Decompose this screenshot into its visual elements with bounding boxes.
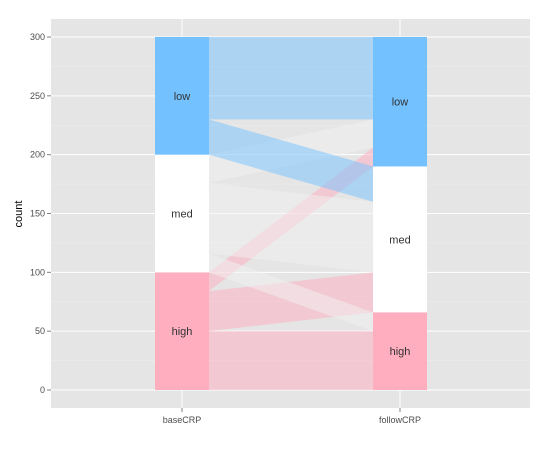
stratum-med <box>155 154 209 273</box>
x-tick-label: followCRP <box>379 415 421 425</box>
y-tick-label: 0 <box>40 385 45 395</box>
y-tick-label: 150 <box>30 209 45 219</box>
y-tick-label: 50 <box>35 326 45 336</box>
y-axis: 0 50 100 150 200 250 300 <box>30 32 51 395</box>
strata <box>155 37 427 390</box>
stratum-label-low: low <box>174 91 191 103</box>
flows <box>209 37 373 390</box>
stratum-labels: high med low high med low <box>171 91 410 358</box>
stratum-low <box>373 37 427 167</box>
y-tick-label: 100 <box>30 267 45 277</box>
y-tick-label: 250 <box>30 91 45 101</box>
stratum-label-low: low <box>392 97 409 109</box>
x-axis: baseCRP followCRP <box>163 408 421 425</box>
stratum-label-med: med <box>389 234 410 246</box>
x-tick-label: baseCRP <box>163 415 202 425</box>
y-tick-label: 300 <box>30 32 45 42</box>
stratum-label-high: high <box>390 346 411 358</box>
stratum-low <box>155 37 209 155</box>
flow-high-to-high <box>209 331 373 390</box>
stratum-med <box>373 166 427 313</box>
y-axis-title: count <box>13 201 25 228</box>
stratum-label-med: med <box>171 209 192 221</box>
flow-low-to-low <box>209 37 373 120</box>
flow-low-to-med <box>209 119 373 202</box>
stratum-high <box>155 272 209 390</box>
flow-med-to-med <box>209 182 373 273</box>
flow-med-to-high <box>209 253 373 332</box>
stratum-label-high: high <box>172 326 193 338</box>
y-tick-label: 200 <box>30 150 45 160</box>
stratum-high <box>373 312 427 390</box>
